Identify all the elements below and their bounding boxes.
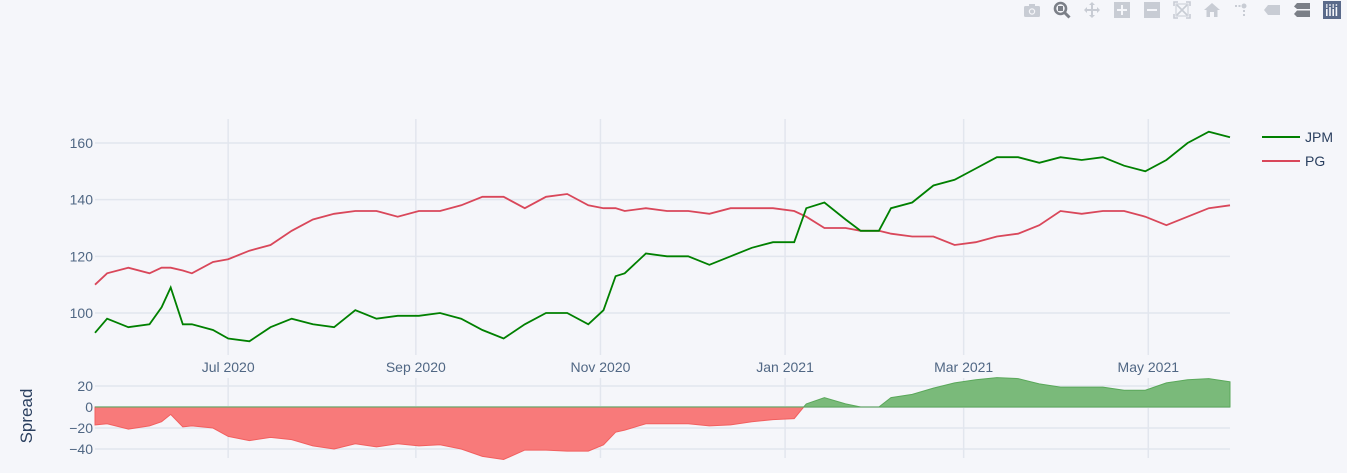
- zoom-out-button[interactable]: [1140, 0, 1164, 20]
- zoom-icon: [1053, 1, 1071, 19]
- spike-lines-button[interactable]: [1230, 0, 1254, 20]
- plus-box-icon: [1114, 2, 1130, 18]
- y-tick-label: 140: [70, 192, 94, 208]
- main-y-axis-ticks: 100 120 140 160: [70, 135, 94, 321]
- autoscale-button[interactable]: [1170, 0, 1194, 20]
- pan-icon: [1084, 2, 1100, 18]
- x-tick-label: Nov 2020: [570, 359, 630, 375]
- plotly-logo-link[interactable]: [1320, 0, 1344, 20]
- spread-y-tick-label: −20: [69, 420, 93, 436]
- pg-legend-label: PG: [1305, 153, 1325, 169]
- x-tick-label: Sep 2020: [386, 359, 446, 375]
- main-plot-gridlines: [95, 119, 1230, 355]
- spread-y-tick-label: 0: [85, 399, 93, 415]
- jpm-line-trace[interactable]: [94, 130, 1231, 343]
- hover-closest-button[interactable]: [1260, 0, 1284, 20]
- x-tick-label: May 2021: [1118, 359, 1180, 375]
- spread-y-tick-label: 20: [77, 378, 93, 394]
- hover-closest-icon: [1264, 5, 1280, 15]
- zoom-in-button[interactable]: [1110, 0, 1134, 20]
- pan-button[interactable]: [1080, 0, 1104, 20]
- spread-y-axis-ticks: −40 −20 0 20: [69, 378, 93, 457]
- x-axis-ticks: Jul 2020 Sep 2020 Nov 2020 Jan 2021 Mar 2021…: [202, 359, 1180, 375]
- x-tick-label: Jan 2021: [756, 359, 814, 375]
- y-tick-label: 100: [70, 305, 94, 321]
- modebar: [1017, 0, 1347, 20]
- legend-item-pg[interactable]: PG: [1262, 153, 1325, 169]
- legend-item-jpm[interactable]: JPM: [1262, 129, 1333, 145]
- hover-compare-button[interactable]: [1290, 0, 1314, 20]
- pg-line-trace[interactable]: [94, 193, 1231, 286]
- autoscale-icon: [1173, 1, 1191, 19]
- legend: JPM PG: [1262, 129, 1333, 169]
- y-tick-label: 120: [70, 248, 94, 264]
- zoom-button[interactable]: [1050, 0, 1074, 20]
- camera-button[interactable]: [1020, 0, 1044, 20]
- home-icon: [1204, 3, 1220, 17]
- hover-compare-icon: [1294, 3, 1310, 17]
- spread-y-tick-label: −40: [69, 441, 93, 457]
- camera-icon: [1024, 4, 1040, 17]
- minus-box-icon: [1144, 2, 1160, 18]
- jpm-legend-label: JPM: [1305, 129, 1333, 145]
- spread-negative-area[interactable]: [94, 406, 1230, 461]
- x-tick-label: Mar 2021: [934, 359, 993, 375]
- spike-icon: [1235, 3, 1247, 16]
- spread-y-axis-label: Spread: [17, 389, 36, 444]
- plotly-logo-icon: [1323, 1, 1341, 19]
- x-tick-label: Jul 2020: [202, 359, 255, 375]
- y-tick-label: 160: [70, 135, 94, 151]
- spread-positive-area[interactable]: [95, 377, 1231, 408]
- spread-area-plot[interactable]: [94, 377, 1231, 461]
- reset-axes-button[interactable]: [1200, 0, 1224, 20]
